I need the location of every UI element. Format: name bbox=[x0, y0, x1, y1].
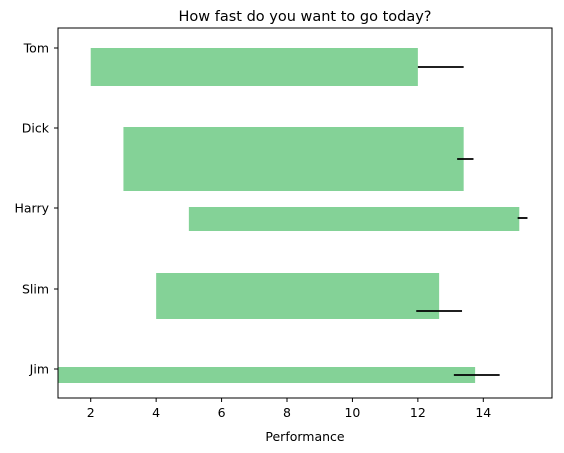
x-tick-label: 4 bbox=[152, 405, 160, 420]
chart-title: How fast do you want to go today? bbox=[178, 9, 431, 25]
bar-jim bbox=[58, 367, 476, 383]
y-tick-label-dick: Dick bbox=[22, 121, 50, 136]
bar-dick bbox=[123, 127, 464, 191]
x-tick-label: 12 bbox=[410, 405, 426, 420]
error-bars-layer bbox=[416, 66, 528, 376]
y-tick-label-jim: Jim bbox=[29, 362, 49, 377]
plot-frame bbox=[57, 27, 553, 399]
bar-slim bbox=[156, 273, 440, 319]
x-axis-label: Performance bbox=[265, 429, 345, 444]
y-tick-label-slim: Slim bbox=[22, 282, 49, 297]
x-tick-label: 10 bbox=[344, 405, 360, 420]
y-tick-label-tom: Tom bbox=[23, 41, 49, 56]
x-tick-label: 6 bbox=[218, 405, 226, 420]
x-axis: 2 4 6 8 10 12 14 bbox=[87, 398, 491, 420]
x-tick-label: 14 bbox=[475, 405, 491, 420]
bar-harry bbox=[188, 207, 520, 231]
x-tick-label: 8 bbox=[283, 405, 291, 420]
bar-tom bbox=[90, 48, 418, 86]
bars-layer bbox=[58, 48, 520, 383]
y-tick-label-harry: Harry bbox=[14, 201, 49, 216]
x-tick-label: 2 bbox=[87, 405, 95, 420]
y-axis: Tom Dick Harry Slim Jim bbox=[14, 41, 58, 377]
